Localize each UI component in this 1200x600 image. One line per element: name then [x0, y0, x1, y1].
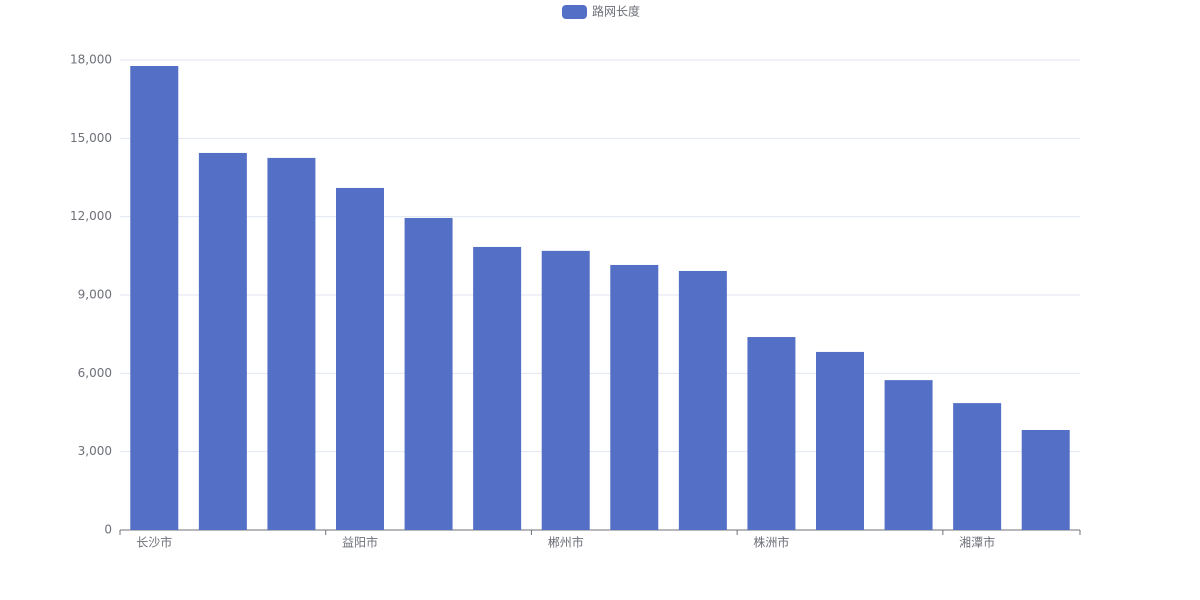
bar — [747, 337, 796, 530]
bar — [336, 187, 384, 530]
bar — [953, 403, 1002, 530]
legend-swatch — [562, 5, 587, 19]
x-tick-label: 长沙市 — [136, 535, 172, 550]
bar — [541, 250, 590, 530]
x-tick-label: 郴州市 — [548, 535, 584, 550]
bar — [473, 246, 522, 530]
bar — [130, 66, 179, 530]
x-tick-label: 益阳市 — [342, 535, 378, 550]
y-tick-label: 15,000 — [70, 131, 112, 145]
legend-label: 路网长度 — [592, 4, 640, 19]
x-tick-label: 湘潭市 — [959, 535, 995, 550]
y-tick-label: 12,000 — [70, 209, 112, 223]
bar — [1021, 429, 1070, 530]
bar — [404, 217, 453, 530]
y-tick-label: 9,000 — [78, 288, 112, 302]
y-tick-label: 18,000 — [70, 53, 112, 67]
bar — [678, 270, 727, 530]
bar — [816, 351, 864, 530]
bar — [198, 152, 247, 530]
y-tick-label: 3,000 — [78, 444, 112, 458]
bar — [884, 380, 933, 530]
y-tick-label: 6,000 — [78, 366, 112, 380]
x-tick-label: 株洲市 — [753, 535, 789, 550]
bar — [267, 157, 316, 530]
y-tick-label: 0 — [104, 523, 112, 537]
bar — [610, 264, 659, 530]
